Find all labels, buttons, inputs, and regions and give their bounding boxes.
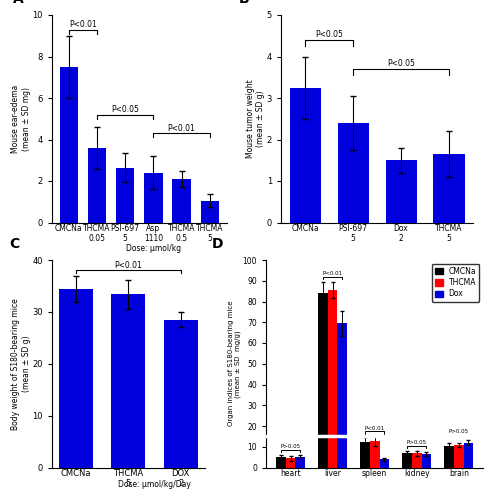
Text: P<0.01: P<0.01: [168, 124, 195, 132]
Y-axis label: Mouse tumor weight
(mean ± SD g): Mouse tumor weight (mean ± SD g): [246, 80, 265, 158]
Bar: [295, 456, 305, 468]
Text: C: C: [9, 236, 19, 250]
Bar: [286, 458, 295, 468]
Legend: CMCNa, THCMA, Dox: CMCNa, THCMA, Dox: [432, 264, 479, 302]
Bar: [60, 67, 78, 222]
Y-axis label: Body weight of S180-bearing mice
(mean ± SD g): Body weight of S180-bearing mice (mean ±…: [11, 298, 31, 430]
Bar: [59, 289, 93, 468]
Bar: [444, 446, 454, 468]
Text: Dose: μmol/kg/Day: Dose: μmol/kg/Day: [118, 480, 191, 489]
Text: P<0.01: P<0.01: [322, 271, 343, 276]
Bar: [290, 88, 321, 222]
Bar: [111, 294, 145, 468]
Text: D: D: [212, 236, 223, 250]
Text: P<0.01: P<0.01: [365, 426, 385, 430]
Bar: [386, 160, 417, 222]
Y-axis label: Mouse ear-edema
(mean ± SD mg): Mouse ear-edema (mean ± SD mg): [11, 84, 31, 153]
Bar: [328, 290, 338, 468]
Text: P>0.05: P>0.05: [449, 430, 469, 434]
Bar: [433, 154, 464, 222]
Text: P<0.05: P<0.05: [316, 30, 343, 38]
Bar: [360, 442, 370, 468]
Bar: [370, 441, 380, 468]
Text: Dose: μmol/kg: Dose: μmol/kg: [126, 244, 181, 254]
Text: B: B: [239, 0, 249, 6]
Text: P<0.01: P<0.01: [69, 20, 97, 29]
Bar: [454, 445, 463, 468]
Text: P>0.05: P>0.05: [281, 444, 301, 449]
Text: P<0.01: P<0.01: [114, 261, 142, 270]
Bar: [144, 172, 163, 222]
Bar: [412, 454, 422, 468]
Bar: [380, 459, 389, 468]
Bar: [338, 123, 369, 222]
Bar: [338, 324, 347, 468]
Text: P<0.05: P<0.05: [111, 105, 139, 114]
Y-axis label: Organ indices of S180-bearing mice
(mean ± SD  mg/g): Organ indices of S180-bearing mice (mean…: [228, 301, 241, 426]
Text: Dose: μmol/kg/Day: Dose: μmol/kg/Day: [365, 266, 437, 275]
Bar: [173, 179, 191, 222]
Bar: [201, 200, 219, 222]
Bar: [318, 293, 328, 468]
Bar: [422, 454, 431, 468]
Bar: [88, 148, 106, 222]
Bar: [116, 168, 135, 222]
Bar: [164, 320, 198, 468]
Text: P<0.05: P<0.05: [387, 58, 415, 68]
Bar: [276, 457, 286, 468]
Bar: [402, 453, 412, 468]
Text: A: A: [13, 0, 24, 6]
Text: P>0.05: P>0.05: [407, 440, 427, 445]
Bar: [463, 442, 473, 468]
